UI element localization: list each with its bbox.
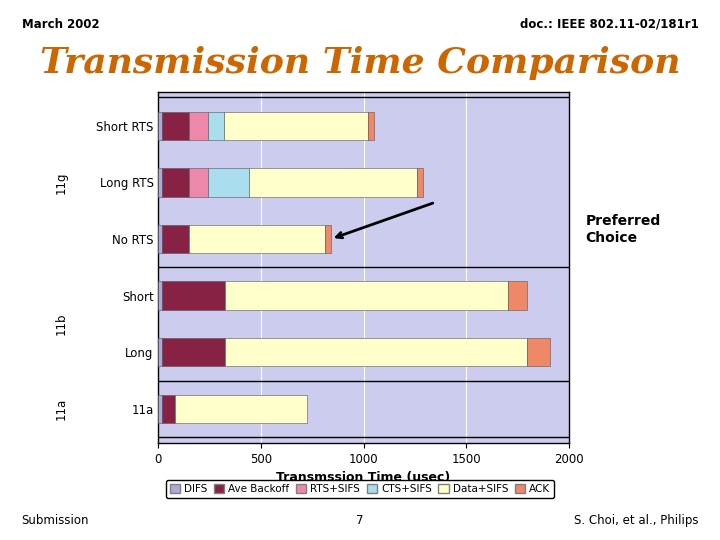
Text: S. Choi, et al., Philips: S. Choi, et al., Philips [574,514,698,527]
Bar [162,395,176,423]
Bar [208,112,224,140]
Bar [224,112,368,140]
Bar [325,225,331,253]
X-axis label: Transmssion Time (usec): Transmssion Time (usec) [276,471,451,484]
Legend: DIFS, Ave Backoff, RTS+SIFS, CTS+SIFS, Data+SIFS, ACK: DIFS, Ave Backoff, RTS+SIFS, CTS+SIFS, D… [166,480,554,498]
Bar [176,395,307,423]
Bar [158,112,162,140]
Bar [249,168,417,197]
Bar [368,112,374,140]
Bar [189,225,325,253]
Bar [158,281,162,310]
Bar [225,281,508,310]
Text: 11a: 11a [55,397,68,420]
Bar [158,338,162,366]
Text: Transmission Time Comparison: Transmission Time Comparison [40,46,680,80]
Text: Preferred
Choice: Preferred Choice [585,214,661,245]
Bar [417,168,423,197]
Bar [527,338,549,366]
Bar [162,281,225,310]
Text: 7: 7 [356,514,364,527]
Bar [158,168,162,197]
Bar [162,338,225,366]
Bar [189,112,208,140]
Bar [162,225,189,253]
Bar [508,281,527,310]
Bar [162,168,189,197]
Text: Submission: Submission [22,514,89,527]
Text: 11g: 11g [55,171,68,194]
Text: 11b: 11b [55,313,68,335]
Bar [189,168,208,197]
Bar [158,395,162,423]
Text: March 2002: March 2002 [22,18,99,31]
Bar [208,168,249,197]
Bar [162,112,189,140]
Text: doc.: IEEE 802.11-02/181r1: doc.: IEEE 802.11-02/181r1 [520,18,698,31]
Bar [225,338,527,366]
Bar [158,225,162,253]
